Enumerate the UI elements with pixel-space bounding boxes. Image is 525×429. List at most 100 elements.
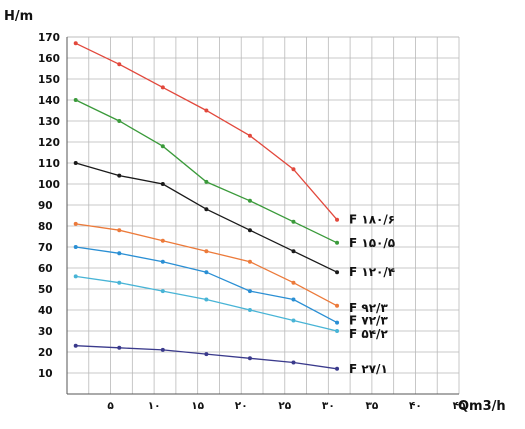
data-point — [204, 352, 209, 357]
data-point — [204, 207, 209, 212]
x-tick-label: ۴۵ — [453, 400, 466, 412]
series-label: F ۵۴/۲ — [349, 327, 388, 341]
series-line — [75, 99, 338, 244]
data-point — [160, 144, 165, 149]
data-point — [73, 161, 78, 165]
data-point — [160, 347, 165, 352]
data-point — [73, 221, 78, 226]
y-tick-label: 40 — [38, 305, 53, 317]
y-tick-label: 50 — [38, 284, 53, 296]
series-label: F ۱۵۰/۵ — [349, 236, 395, 250]
x-tick-label: ۴۰ — [409, 400, 422, 412]
data-point — [160, 289, 165, 294]
series-label: F ۱۲۰/۴ — [349, 265, 395, 279]
series-label: F ۹۲/۳ — [349, 301, 388, 315]
series-line — [75, 223, 338, 307]
y-tick-label: 150 — [38, 74, 60, 86]
data-point — [291, 167, 296, 172]
data-point — [117, 173, 122, 178]
y-tick-label: 10 — [38, 368, 53, 380]
x-tick-label: ۳۵ — [365, 400, 378, 412]
x-axis-title: Qm3/h — [458, 399, 506, 414]
data-point — [160, 259, 165, 264]
data-point — [335, 329, 340, 333]
data-point — [291, 280, 296, 285]
y-tick-label: 30 — [38, 326, 53, 338]
y-tick-label: 160 — [38, 53, 60, 65]
data-point — [291, 318, 296, 323]
data-point — [204, 249, 209, 254]
data-point — [335, 303, 340, 308]
series-group — [73, 221, 340, 308]
data-point — [247, 356, 252, 361]
data-point — [204, 270, 209, 275]
data-point — [73, 98, 78, 102]
data-point — [73, 245, 78, 249]
y-tick-label: 90 — [38, 200, 53, 212]
data-point — [247, 259, 252, 264]
series-group — [73, 245, 340, 325]
data-point — [204, 297, 209, 302]
data-point — [335, 270, 340, 275]
series-label: F ۱۸۰/۶ — [349, 213, 395, 227]
y-tick-label: 70 — [38, 242, 53, 254]
data-point — [247, 289, 252, 294]
y-tick-label: 140 — [38, 95, 60, 107]
series-group — [73, 98, 340, 245]
series-line — [75, 42, 338, 221]
data-point — [291, 360, 296, 365]
data-point — [291, 219, 296, 224]
grid-layer — [67, 36, 460, 394]
data-point — [160, 85, 165, 90]
series-group — [73, 41, 340, 222]
data-point — [117, 345, 122, 350]
labels-layer: F ۱۸۰/۶ F ۱۵۰/۵ F ۱۲۰/۴ F ۹۲/۳F ۷۲/۳F ۵۴/۲ F… — [349, 213, 395, 376]
data-point — [247, 308, 252, 312]
series-group — [73, 161, 340, 275]
data-point — [335, 217, 340, 222]
data-point — [291, 249, 296, 254]
series-label: F ۲۷/۱ — [349, 362, 388, 376]
y-tick-label: 110 — [38, 158, 60, 170]
data-point — [117, 62, 122, 67]
data-point — [117, 119, 122, 123]
x-tick-label: ۱۰ — [148, 400, 161, 412]
series-line — [75, 162, 338, 273]
y-tick-label: 80 — [38, 221, 53, 233]
data-point — [335, 366, 340, 371]
data-point — [247, 198, 252, 203]
y-tick-label: 100 — [38, 179, 60, 191]
data-point — [160, 238, 165, 243]
series-layer — [73, 41, 340, 371]
data-point — [247, 228, 252, 233]
series-label: F ۷۲/۳ — [349, 314, 388, 328]
series-line — [75, 345, 338, 370]
data-point — [204, 179, 209, 184]
y-tick-label: 20 — [38, 347, 53, 359]
data-point — [204, 108, 209, 113]
data-point — [117, 280, 122, 285]
y-tick-label: 120 — [38, 137, 60, 149]
x-tick-label: ۲۰ — [235, 400, 248, 412]
x-tick-label: ۲۵ — [278, 400, 291, 412]
data-point — [335, 240, 340, 245]
data-point — [117, 251, 122, 256]
axes-layer: 10 20 30 40 50 60 70 80 90 100 110 120 130 140 150 160 1… — [38, 32, 466, 412]
y-tick-label: 170 — [38, 32, 60, 44]
x-tick-label: ۵ — [107, 400, 114, 412]
data-point — [247, 133, 252, 138]
y-tick-label: 130 — [38, 116, 60, 128]
y-axis-title: H/m — [4, 9, 33, 24]
data-point — [73, 41, 78, 46]
data-point — [73, 274, 78, 279]
series-group — [73, 274, 340, 333]
data-point — [73, 343, 78, 348]
data-point — [291, 297, 296, 302]
data-point — [335, 320, 340, 325]
x-tick-label: ۳۰ — [322, 400, 335, 412]
data-point — [160, 182, 165, 186]
y-tick-label: 60 — [38, 263, 53, 275]
x-tick-label: ۱۵ — [191, 400, 204, 412]
